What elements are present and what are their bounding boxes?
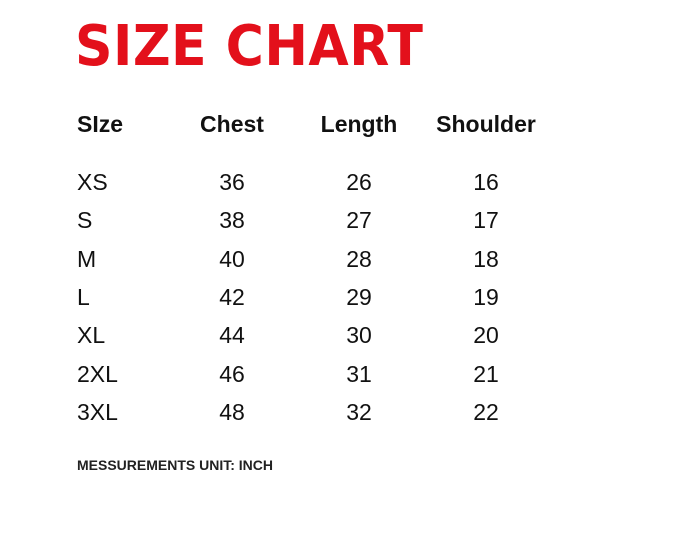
cell-length: 30 <box>346 322 372 349</box>
cell-length: 32 <box>346 398 372 425</box>
header-size: SIze <box>77 111 124 137</box>
cell-size: L <box>77 283 90 310</box>
cell-length: 28 <box>346 245 372 272</box>
cell-shoulder: 19 <box>473 283 499 310</box>
cell-length: 26 <box>346 169 372 195</box>
cell-shoulder: 16 <box>473 169 499 195</box>
measurement-unit-note: MESSUREMENTS UNIT: INCH <box>77 457 274 473</box>
cell-chest: 42 <box>219 283 245 310</box>
cell-length: 29 <box>346 283 372 310</box>
cell-size: XS <box>77 169 108 195</box>
cell-chest: 40 <box>219 245 245 272</box>
cell-chest: 48 <box>219 398 245 425</box>
cell-shoulder: 21 <box>473 360 499 387</box>
cell-chest: 38 <box>219 207 245 234</box>
header-shoulder: Shoulder <box>436 111 536 137</box>
cell-length: 31 <box>346 360 372 387</box>
header-chest: Chest <box>200 111 264 137</box>
cell-chest: 46 <box>219 360 245 387</box>
cell-chest: 36 <box>219 169 245 195</box>
cell-shoulder: 22 <box>473 398 499 425</box>
page-title: SIZE CHART <box>75 14 424 79</box>
cell-size: 2XL <box>77 360 118 387</box>
cell-size: 3XL <box>77 398 118 425</box>
cell-chest: 44 <box>219 322 245 349</box>
cell-shoulder: 17 <box>473 207 499 234</box>
cell-shoulder: 18 <box>473 245 499 272</box>
header-length: Length <box>320 111 398 137</box>
cell-size: XL <box>77 322 106 349</box>
cell-length: 27 <box>346 207 372 234</box>
cell-shoulder: 20 <box>473 322 499 349</box>
cell-size: S <box>77 207 93 234</box>
cell-size: M <box>77 245 97 272</box>
